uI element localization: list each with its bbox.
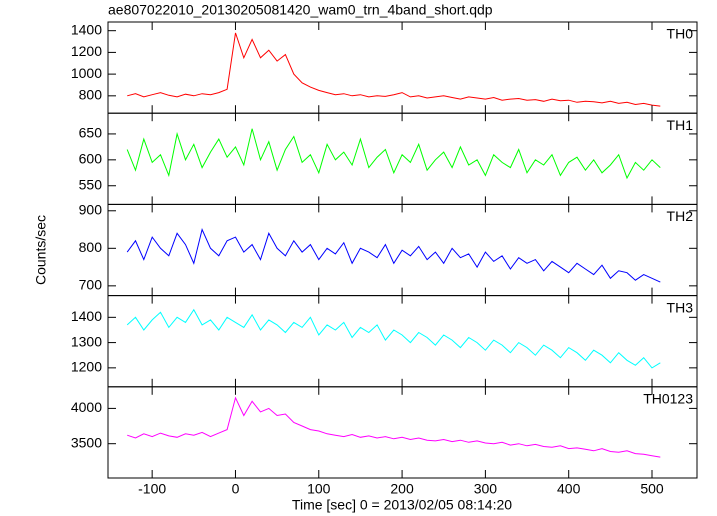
panel-frame	[107, 112, 698, 205]
y-tick-label: 650	[79, 125, 103, 141]
y-tick-label: 1200	[71, 359, 102, 375]
x-axis-label: Time [sec] 0 = 2013/02/05 08:14:20	[292, 497, 512, 513]
x-tick-label: 0	[232, 481, 240, 497]
panel-label: TH3	[667, 299, 694, 315]
panel-frame	[107, 295, 698, 388]
y-tick-label: 1200	[71, 43, 102, 59]
y-tick-label: 1300	[71, 333, 102, 349]
y-tick-label: 800	[79, 87, 103, 103]
x-tick-label: 500	[640, 481, 664, 497]
y-tick-label: 600	[79, 151, 103, 167]
x-tick-label: 200	[390, 481, 414, 497]
x-tick-label: 400	[557, 481, 581, 497]
panel-frame	[107, 21, 698, 114]
data-line	[127, 32, 661, 107]
y-axis-label: Counts/sec	[33, 215, 49, 285]
y-tick-label: 700	[79, 277, 103, 293]
x-tick-label: 100	[307, 481, 331, 497]
panel-label: TH1	[667, 117, 694, 133]
y-tick-label: 900	[79, 201, 103, 217]
x-tick-label: 300	[474, 481, 498, 497]
panel-frame	[107, 386, 698, 479]
y-tick-label: 550	[79, 176, 103, 192]
y-tick-label: 4000	[71, 399, 102, 415]
chart-title: ae807022010_20130205081420_wam0_trn_4ban…	[108, 2, 493, 18]
x-tick-label: -100	[138, 481, 166, 497]
y-tick-label: 1400	[71, 308, 102, 324]
panel-label: TH0123	[643, 391, 693, 407]
y-tick-label: 1400	[71, 21, 102, 37]
y-tick-label: 1000	[71, 65, 102, 81]
y-tick-label: 800	[79, 239, 103, 255]
data-line	[126, 308, 661, 369]
data-line	[127, 396, 661, 458]
data-line	[126, 227, 661, 283]
panel-label: TH2	[667, 208, 694, 224]
y-tick-label: 3500	[71, 434, 102, 450]
data-line	[126, 128, 661, 180]
panel-label: TH0	[667, 26, 694, 42]
